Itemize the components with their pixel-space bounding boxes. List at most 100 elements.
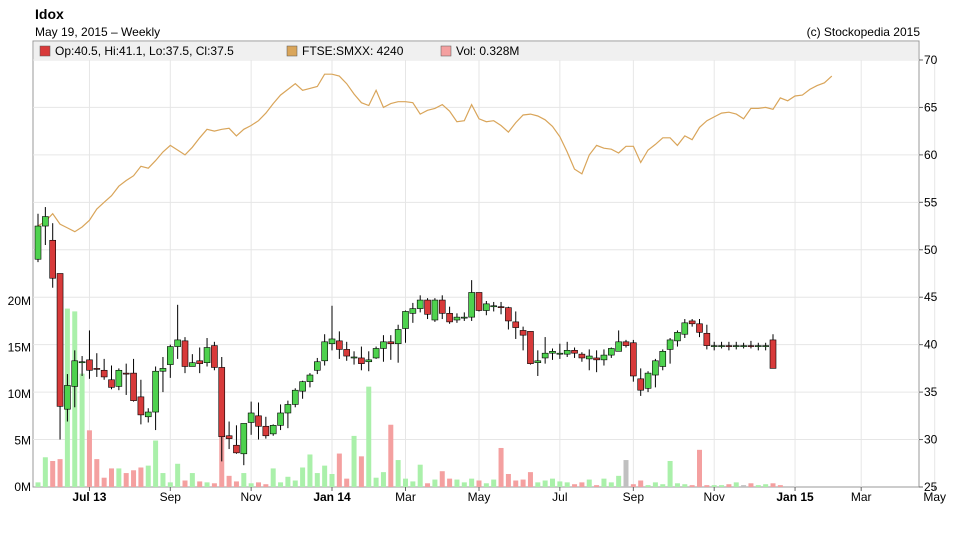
volume-bar: [314, 473, 320, 487]
candle-body: [196, 360, 203, 364]
legend-price-label: Op:40.5, Hi:41.1, Lo:37.5, Cl:37.5: [55, 44, 234, 58]
candle-body: [460, 316, 468, 319]
volume-bar: [498, 447, 504, 487]
volume-bar: [660, 484, 666, 487]
y-axis-left-volume: 0M 5M 10M 15M 20M: [8, 294, 31, 494]
volume-bar: [704, 485, 710, 487]
candle-body: [262, 425, 270, 437]
candle-body: [438, 299, 446, 314]
volume-bar: [226, 475, 232, 487]
candle-body: [600, 354, 608, 361]
volume-bar: [513, 480, 519, 487]
candle-body: [225, 435, 233, 439]
candle-body: [203, 347, 211, 363]
volume-bar: [182, 480, 188, 487]
volume-bar: [307, 454, 313, 487]
y-right-tick-label: 40: [924, 338, 938, 352]
volume-bar: [542, 480, 548, 487]
volume-bar: [535, 482, 541, 487]
x-axis: Jul 13 Sep Nov Jan 14 Mar May Jul Sep Nov Jan 15 M…: [72, 487, 946, 504]
volume-bar: [741, 485, 747, 487]
candle-body: [563, 350, 571, 355]
candle-body: [710, 345, 718, 347]
volume-bar: [79, 373, 85, 487]
candle-body: [78, 361, 86, 364]
volume-bar: [491, 479, 497, 487]
candle-body: [659, 351, 667, 367]
legend-volume-label: Vol: 0.328M: [456, 44, 519, 58]
x-tick-label: Sep: [160, 490, 182, 504]
volume-bar: [403, 478, 408, 487]
volume-bar: [329, 473, 335, 487]
volume-bar: [726, 484, 732, 487]
candle-body: [291, 389, 299, 405]
candle-body: [387, 341, 395, 345]
volume-bar: [50, 460, 56, 487]
volume-bar: [425, 483, 431, 487]
candle-body: [284, 404, 292, 414]
volume-bar: [292, 480, 298, 487]
x-tick-label: Mar: [851, 490, 872, 504]
candle-body: [409, 308, 417, 314]
chart-subtitle: May 19, 2015 – Weekly: [35, 25, 161, 39]
candle-body: [372, 348, 380, 359]
y-right-tick-label: 50: [924, 243, 938, 257]
volume-bar: [454, 479, 460, 487]
legend-ftse-label: FTSE:SMXX: 4240: [302, 44, 404, 58]
volume-bar: [777, 485, 783, 487]
candle-body: [181, 340, 189, 367]
volume-bar: [770, 483, 776, 487]
volume-bar: [682, 484, 688, 487]
volume-bar: [211, 483, 217, 487]
volume-bar: [733, 482, 739, 487]
candle-body: [365, 359, 373, 363]
volume-bar: [572, 484, 578, 487]
volume-bar: [645, 485, 651, 487]
candle-body: [666, 339, 674, 350]
candle-body: [86, 359, 93, 371]
candle-body: [152, 370, 159, 413]
candle-body: [607, 348, 615, 356]
y-left-tick-label: 10M: [8, 387, 31, 401]
volume-bar: [94, 459, 100, 487]
volume-bar: [270, 468, 276, 487]
candle-body: [56, 273, 64, 407]
volume-bar: [432, 479, 438, 487]
candle-body: [541, 352, 549, 359]
candle-body: [189, 362, 196, 367]
candle-body: [497, 306, 505, 309]
volume-bar: [322, 465, 328, 487]
x-tick-label: May: [468, 490, 491, 504]
candle-body: [34, 225, 42, 260]
volume-bar: [616, 475, 622, 487]
candle-body: [328, 338, 336, 345]
volume-bar: [57, 459, 63, 487]
candle-body: [578, 353, 586, 359]
volume-bar: [652, 482, 658, 487]
volume-bar: [256, 482, 261, 487]
volume-bar: [153, 440, 159, 487]
volume-bar: [469, 478, 475, 487]
volume-bar: [674, 483, 680, 487]
volume-bar: [564, 482, 570, 487]
volume-bar: [763, 484, 769, 487]
candle-body: [453, 316, 461, 321]
volume-bar: [380, 472, 386, 487]
candle-body: [490, 305, 498, 308]
candle-body: [534, 360, 542, 363]
volume-bar: [42, 457, 48, 487]
volume-bar: [189, 473, 195, 487]
legend-swatch-ftse: [286, 45, 298, 57]
candle-body: [299, 381, 306, 392]
candle-body: [769, 339, 777, 369]
volume-bar: [138, 467, 144, 487]
candle-body: [431, 299, 439, 321]
candle-body: [64, 385, 71, 410]
candle-body: [688, 320, 696, 325]
candle-body: [130, 372, 137, 401]
candle-body: [762, 345, 769, 347]
candle-body: [622, 341, 630, 346]
candle-body: [475, 292, 483, 311]
y-right-tick-label: 55: [924, 195, 938, 209]
volume-bar: [505, 473, 511, 487]
